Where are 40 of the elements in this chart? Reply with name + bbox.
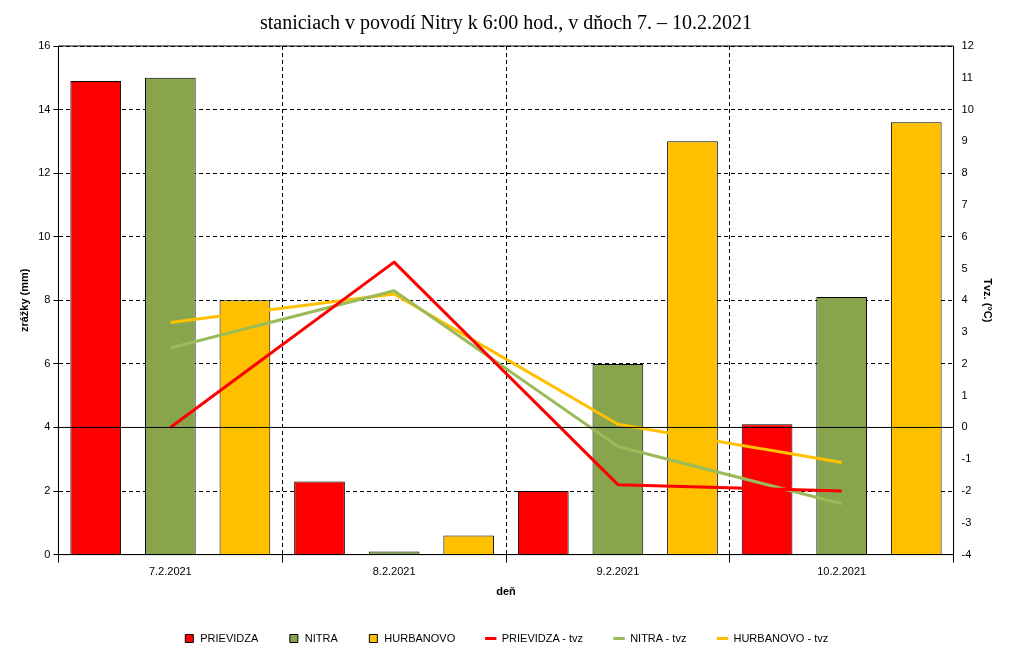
legend-label: NITRA [304,631,339,644]
y2-tick-label: -1 [961,452,972,465]
y2-tick-label: 8 [961,166,968,179]
legend-label: HURBANOVO - tvz [733,631,829,644]
y2-tick-label: 11 [961,70,973,83]
y-tick-label: 6 [44,356,51,369]
y2-tick-label: 6 [961,229,968,242]
y2-tick-label: 7 [961,197,968,210]
y2-tick-label: 10 [961,102,974,115]
y2-axis-title: Tvz. (°C) [982,278,995,323]
legend-label: NITRA - tvz [630,631,687,644]
y-tick-label: 16 [38,39,51,52]
legend-label: PRIEVIDZA - tvz [501,631,584,644]
y-tick-label: 0 [44,547,51,560]
y-tick-label: 12 [38,166,51,179]
y-tick-label: 14 [38,102,51,115]
legend-label: HURBANOVO [384,631,456,644]
y-tick-label: 10 [38,229,51,242]
y2-tick-label: 0 [961,420,968,433]
x-tick-label: 8.2.2021 [372,565,416,578]
y-axis-title: zrážky (mm) [17,268,30,333]
y2-tick-label: 5 [961,261,968,274]
y-tick-label: 4 [44,420,51,433]
y2-tick-label: 1 [961,388,968,401]
y2-tick-label: 9 [961,134,968,147]
x-tick-label: 7.2.2021 [148,565,192,578]
y-tick-label: 8 [44,293,51,306]
y2-tick-label: 4 [961,293,968,306]
y2-tick-label: 12 [961,39,974,52]
legend-label: PRIEVIDZA [200,631,260,644]
y2-tick-label: -4 [961,547,972,560]
y2-tick-label: -2 [961,484,972,497]
y2-tick-label: 3 [961,325,968,338]
x-tick-label: 10.2.2021 [817,565,867,578]
x-tick-label: 9.2.2021 [596,565,640,578]
y2-tick-label: 2 [961,356,968,369]
y2-tick-label: -3 [961,515,972,528]
x-axis-title: deň [496,585,517,598]
chart-title: staniciach v povodí Nitry k 6:00 hod., v dňoch 7. – 10.2.2021 [259,11,753,35]
y-tick-label: 2 [44,484,51,497]
